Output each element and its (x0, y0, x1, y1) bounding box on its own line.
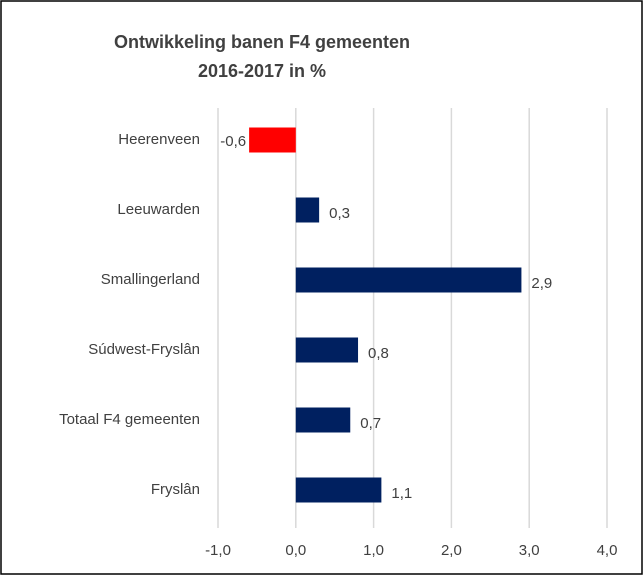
data-label: 0,3 (329, 205, 350, 222)
x-tick-label: 3,0 (519, 542, 540, 559)
y-tick-label: Súdwest-Fryslân (88, 341, 200, 358)
y-tick-label: Totaal F4 gemeenten (59, 411, 200, 428)
x-tick-label: 1,0 (363, 542, 384, 559)
bar (295, 197, 320, 223)
data-label: 0,7 (360, 415, 381, 432)
bar (295, 337, 359, 363)
bar (249, 127, 296, 153)
y-tick-label: Heerenveen (118, 131, 200, 148)
y-tick-label: Fryslân (151, 481, 200, 498)
x-tick-label: 0,0 (285, 542, 306, 559)
y-tick-label: Smallingerland (101, 271, 200, 288)
y-tick-label: Leeuwarden (117, 201, 200, 218)
bar (295, 477, 382, 503)
bar (295, 267, 522, 293)
bar (295, 407, 351, 433)
data-label: -0,6 (220, 133, 246, 150)
data-label: 2,9 (531, 275, 552, 292)
data-label: 0,8 (368, 345, 389, 362)
data-label: 1,1 (391, 485, 412, 502)
x-tick-label: -1,0 (205, 542, 231, 559)
chart-title: Ontwikkeling banen F4 gemeenten (114, 32, 410, 52)
x-tick-label: 2,0 (441, 542, 462, 559)
x-tick-label: 4,0 (597, 542, 618, 559)
chart-title: 2016-2017 in % (198, 61, 326, 81)
